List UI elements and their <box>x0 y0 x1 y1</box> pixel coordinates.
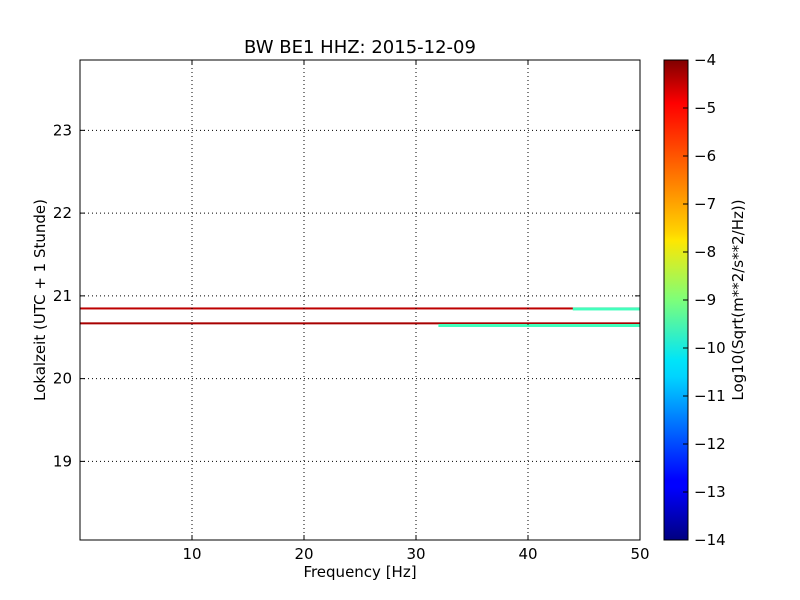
x-tick-label: 30 <box>406 545 425 563</box>
x-tick-label: 10 <box>182 545 201 563</box>
horizontal-band <box>80 322 640 325</box>
colorbar-tick-label: −8 <box>694 243 716 261</box>
y-axis-label: Lokalzeit (UTC + 1 Stunde) <box>31 199 49 401</box>
colorbar-tick-label: −13 <box>694 483 726 501</box>
x-axis-label: Frequency [Hz] <box>303 563 416 581</box>
y-axis: 19 20 21 22 23 <box>53 121 640 470</box>
x-tick-label: 40 <box>518 545 537 563</box>
x-tick-label: 50 <box>630 545 649 563</box>
colorbar-tick-label: −4 <box>694 51 716 69</box>
colorbar-tick-label: −7 <box>694 195 716 213</box>
colorbar-tick-label: −14 <box>694 531 726 549</box>
plot-frame <box>79 59 641 541</box>
colorbar-tick-label: −6 <box>694 147 716 165</box>
colorbar-tick-label: −12 <box>694 435 726 453</box>
y-tick-label: 20 <box>53 370 72 388</box>
x-axis: 10 20 30 40 50 <box>182 60 650 563</box>
gap-line <box>572 307 640 311</box>
y-tick-label: 22 <box>53 204 72 222</box>
colorbar-tick-label: −10 <box>694 339 726 357</box>
horizontal-band <box>80 307 640 310</box>
y-tick-label: 21 <box>53 287 72 305</box>
colorbar-label: Log10(Sqrt(m**2/s**2/Hz)) <box>729 199 747 400</box>
y-tick-label: 19 <box>53 452 72 470</box>
gap-line <box>438 324 640 327</box>
colorbar-tick-label: −11 <box>694 387 726 405</box>
colorbar-tick-label: −5 <box>694 99 716 117</box>
colorbar-ticks: −4 −5 −6 −7 −8 −9 −10 −11 −12 −13 −14 <box>683 51 726 549</box>
grid-lines <box>80 60 640 540</box>
y-tick-label: 23 <box>53 121 72 139</box>
x-tick-label: 20 <box>294 545 313 563</box>
spectrogram-heatmap <box>80 307 640 327</box>
colorbar-tick-label: −9 <box>694 291 716 309</box>
chart-title: BW BE1 HHZ: 2015-12-09 <box>244 37 476 58</box>
